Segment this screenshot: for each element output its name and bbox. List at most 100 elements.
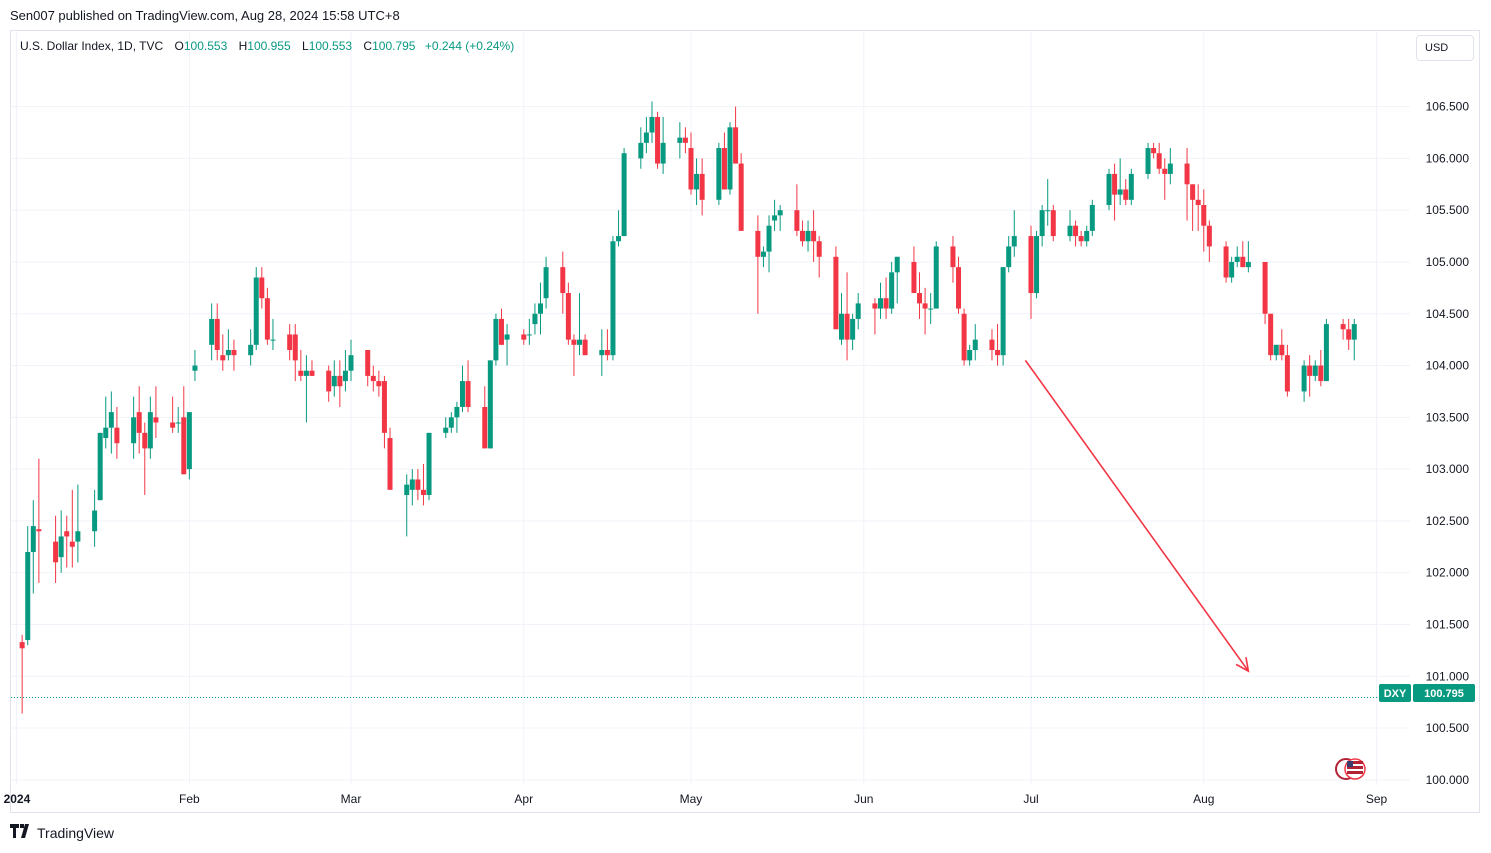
candle-body — [844, 313, 850, 340]
candle-body — [1084, 230, 1090, 242]
candle — [259, 267, 265, 309]
candle-body — [270, 339, 276, 341]
candle-body — [1273, 344, 1279, 356]
tradingview-footer[interactable]: TradingView — [10, 824, 114, 842]
candle-body — [36, 529, 42, 532]
candle-body — [231, 350, 237, 356]
y-tick-label: 101.500 — [1426, 617, 1470, 631]
candle-body — [1156, 153, 1162, 169]
candle-body — [917, 293, 923, 304]
candle — [911, 246, 917, 294]
candle-body — [153, 417, 159, 423]
candle-body — [850, 318, 856, 340]
candle-body — [170, 422, 176, 428]
candle-body — [147, 412, 153, 449]
candle-body — [956, 267, 962, 309]
candle-body — [766, 225, 772, 252]
candle — [1050, 205, 1056, 242]
candle-body — [621, 153, 627, 237]
candle-body — [287, 334, 293, 350]
candle-body — [660, 142, 666, 164]
candle — [1351, 318, 1357, 361]
arrow-head — [1235, 657, 1250, 673]
candle — [721, 132, 727, 190]
candle-body — [1234, 256, 1240, 262]
candle-body — [1318, 365, 1324, 382]
candle-body — [426, 432, 432, 495]
candle-body — [264, 298, 270, 340]
candle-body — [1067, 225, 1073, 237]
candle — [448, 412, 454, 433]
candle-body — [498, 318, 504, 345]
candle-body — [387, 438, 393, 490]
candle — [816, 236, 822, 278]
candle — [142, 422, 148, 495]
currency-button[interactable]: USD — [1416, 35, 1474, 61]
tradingview-brand: TradingView — [37, 825, 115, 841]
candle — [1346, 318, 1352, 350]
candle — [1006, 236, 1012, 273]
candle-body — [64, 531, 70, 537]
candle-body — [855, 303, 861, 319]
candle — [755, 215, 761, 314]
candle-body — [1206, 225, 1212, 247]
candle — [1123, 179, 1129, 205]
candle-body — [253, 277, 259, 345]
close-label: C — [363, 39, 373, 53]
candle-body — [805, 230, 811, 242]
candle-body — [487, 360, 493, 449]
candle-body — [1323, 324, 1329, 382]
candle — [1201, 189, 1207, 252]
candle-body — [1223, 246, 1229, 278]
candle — [136, 386, 142, 454]
candle-body — [75, 531, 81, 542]
candle-body — [136, 412, 142, 433]
y-tick-label: 104.000 — [1426, 359, 1470, 373]
candle — [1284, 344, 1290, 397]
candle — [454, 401, 460, 433]
us-flag-icon[interactable] — [1335, 758, 1366, 780]
candle — [1223, 241, 1229, 283]
candle — [231, 339, 237, 371]
candle-body — [493, 318, 499, 361]
candle — [253, 267, 259, 350]
y-tick-label: 106.500 — [1426, 100, 1470, 114]
candle-body — [214, 318, 220, 350]
candle — [727, 122, 733, 195]
candle-body — [1123, 189, 1129, 200]
candle — [961, 308, 967, 366]
candle — [777, 205, 783, 231]
candle-body — [415, 479, 421, 490]
candle — [1128, 168, 1134, 205]
candle — [409, 469, 415, 506]
candle — [1162, 158, 1168, 200]
open-label: O — [174, 39, 184, 53]
candle — [610, 236, 616, 361]
candle — [972, 324, 978, 361]
candle — [1028, 225, 1034, 319]
candle — [1112, 163, 1118, 221]
y-tick-label: 102.000 — [1426, 566, 1470, 580]
candle — [766, 215, 772, 273]
candle — [97, 432, 103, 501]
chart-frame — [10, 30, 1480, 813]
candle — [855, 293, 861, 330]
candle-body — [1117, 189, 1123, 195]
candle — [989, 329, 995, 361]
candle-body — [1190, 184, 1196, 200]
candle-body — [1128, 173, 1134, 200]
candle — [1240, 241, 1246, 268]
candle — [175, 406, 181, 433]
candle — [872, 298, 878, 335]
x-tick-label: Feb — [179, 792, 200, 806]
candle — [114, 406, 120, 459]
candle — [292, 324, 298, 382]
candle-body — [967, 350, 973, 361]
candle — [1073, 220, 1079, 247]
candle-body — [738, 163, 744, 231]
candle — [738, 153, 744, 231]
candle-body — [337, 375, 343, 387]
candle — [1117, 158, 1123, 205]
candle-body — [677, 137, 683, 143]
